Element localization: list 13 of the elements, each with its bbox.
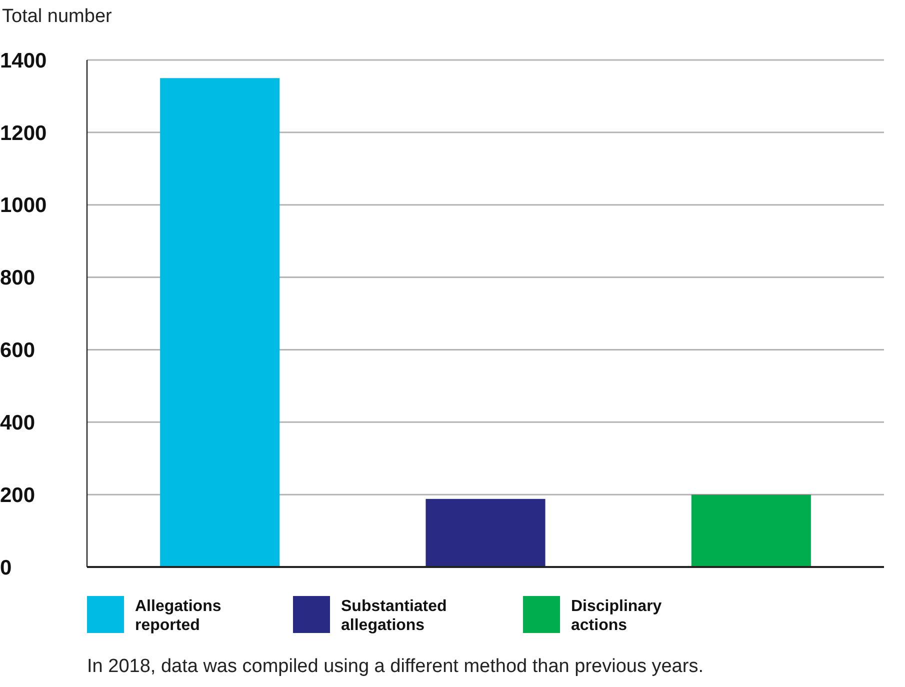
text: In 2018, data was compiled using a different method than previous years. xyxy=(87,656,704,677)
y-tick-label: 400 xyxy=(0,411,36,434)
legend-label: Substantiated allegations xyxy=(341,598,447,634)
legend-label: Allegations reported xyxy=(135,598,222,634)
legend-label: Disciplinary actions xyxy=(571,598,662,634)
y-axis-title: Total number xyxy=(2,6,113,27)
y-tick-label: 800 xyxy=(0,266,36,290)
y-tick-label: 1000 xyxy=(0,194,47,218)
y-tick-label: 1200 xyxy=(0,122,47,145)
y-tick-label: 200 xyxy=(0,484,36,507)
y-tick-label: 0 xyxy=(0,556,12,580)
y-tick-label: 600 xyxy=(0,339,36,362)
y-tick-label: 1400 xyxy=(0,49,47,72)
